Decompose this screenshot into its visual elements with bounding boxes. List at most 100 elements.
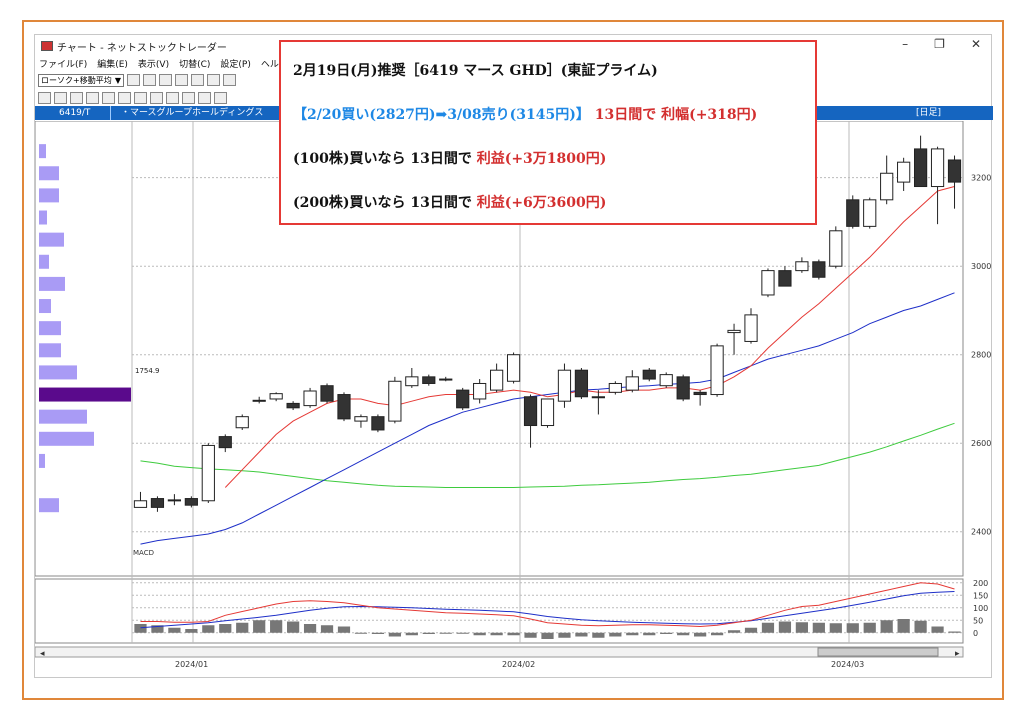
macd-histogram-bar [507, 632, 520, 636]
menu-settings[interactable]: 設定(P) [220, 60, 251, 70]
menu-file[interactable]: ファイル(F) [39, 60, 88, 70]
macd-histogram-bar [643, 632, 656, 636]
export-tool-icon[interactable] [207, 74, 220, 86]
candle-down [846, 199, 860, 227]
candle-down [812, 261, 826, 278]
candle-up [880, 172, 894, 201]
candle-down [422, 376, 436, 384]
volume-profile-bar [39, 276, 65, 291]
price-tick-label: 2400 [971, 528, 991, 537]
macd-histogram-bar [710, 632, 724, 636]
candle-up [506, 354, 521, 382]
macd-histogram-bar [185, 629, 198, 633]
menu-view[interactable]: 表示(V) [137, 60, 170, 70]
ma-tool-icon[interactable] [102, 92, 115, 104]
volume-profile-bar [39, 453, 45, 468]
candle-up [761, 270, 775, 296]
candle-up [625, 376, 639, 391]
macd-histogram-bar [456, 632, 469, 634]
menu-switch[interactable]: 切替(C) [179, 60, 211, 70]
candle-down [778, 270, 792, 287]
recommendation-headline: 2月19日(月)推奨［6419 マース GHD］(東証プライム) [293, 63, 658, 79]
company-name: ・マースグループホールディングス [121, 108, 264, 118]
candle-down [337, 394, 351, 420]
macd-histogram-bar [388, 632, 401, 637]
macd-tick-label: 200 [973, 579, 988, 588]
ma-long-line [140, 422, 955, 488]
chart-type-select[interactable]: ローソク+移動平均 ▼ [38, 73, 124, 87]
candle-up [744, 314, 758, 342]
menu-edit[interactable]: 編集(E) [97, 60, 128, 70]
period-label[interactable]: [日足] [915, 108, 941, 118]
link-tool-icon[interactable] [223, 74, 236, 86]
candle-tool-icon[interactable] [127, 74, 140, 86]
print-tool-icon[interactable] [214, 92, 227, 104]
candle-up [133, 500, 148, 508]
candle-up [795, 261, 809, 272]
candle-up [591, 396, 605, 399]
macd-histogram-bar [473, 632, 486, 636]
candle-up [659, 374, 673, 387]
candle-up [201, 444, 215, 502]
candle-up [930, 148, 945, 188]
profit-200-label: (200株)買いなら 13日間で [293, 195, 477, 211]
macd-histogram-bar [337, 626, 351, 633]
profit-100-label: (100株)買いなら 13日間で [293, 151, 477, 167]
title-bar: チャート - ネットストックトレーダー – ❐ ✕ [35, 35, 991, 57]
macd-histogram-bar [863, 622, 876, 633]
scrollbar-thumb [817, 647, 939, 657]
candle-down [523, 396, 538, 427]
macd-histogram-bar [761, 622, 775, 633]
macd-tick-label: 100 [973, 604, 988, 613]
line-tool-icon[interactable] [159, 74, 172, 86]
date-tick-label: 2024/02 [502, 660, 535, 669]
close-button[interactable]: ✕ [970, 37, 981, 51]
draw-tool-icon[interactable] [166, 92, 179, 104]
macd-histogram-bar [778, 621, 792, 633]
zoom-out-tool-icon[interactable] [70, 92, 83, 104]
bb-tool-icon[interactable] [118, 92, 131, 104]
macd-histogram-bar [303, 624, 317, 633]
mb-tool-icon[interactable] [134, 92, 147, 104]
macd-histogram-bar [914, 620, 927, 633]
macd-histogram-bar [168, 627, 181, 633]
macd-histogram-bar [948, 631, 961, 633]
volume-profile-bar [39, 387, 131, 402]
macd-line [140, 582, 955, 628]
restore-button[interactable]: ❐ [934, 37, 945, 51]
scroll-left-arrow[interactable]: ◂ [40, 649, 45, 659]
price-tick-label: 3000 [971, 262, 991, 271]
bar-tool-icon[interactable] [143, 74, 156, 86]
stock-code: 6419/T [35, 106, 111, 120]
candle-down [693, 391, 707, 396]
scroll-right-arrow[interactable]: ▸ [955, 649, 960, 659]
volume-profile-bar [39, 210, 47, 225]
profit-100-shares: (100株)買いなら 13日間で 利益(+3万1800円) [293, 148, 606, 168]
price-tick-label: 3200 [971, 174, 991, 183]
compare-tool-icon[interactable] [191, 74, 204, 86]
search-icon[interactable] [198, 92, 211, 104]
candle-up [897, 161, 911, 183]
pointer-tool-icon[interactable] [182, 92, 195, 104]
candle-up [303, 390, 317, 407]
macd-panel-frame [35, 578, 964, 644]
indicator-tool-icon[interactable] [175, 74, 188, 86]
minimize-button[interactable]: – [902, 37, 909, 51]
recommendation-box: 2月19日(月)推奨［6419 マース GHD］(東証プライム) 【2/20買い… [279, 40, 817, 225]
macd-histogram-bar [812, 622, 825, 633]
trend-tool-icon[interactable] [150, 92, 163, 104]
macd-histogram-bar [134, 624, 147, 633]
volume-profile-bar [39, 498, 59, 513]
candle-up [863, 199, 877, 227]
macd-histogram-bar [575, 632, 588, 637]
toolbar-2 [35, 90, 227, 106]
macd-histogram-bar [626, 632, 639, 636]
cursor-tool-icon[interactable] [38, 92, 51, 104]
macd-histogram-bar [541, 632, 554, 639]
date-tick-label: 2024/01 [175, 660, 208, 669]
zoom-in-tool-icon[interactable] [54, 92, 67, 104]
grid-tool-icon[interactable] [86, 92, 99, 104]
volume-profile-bar [39, 254, 49, 269]
macd-signal-line [140, 591, 955, 629]
window-title: チャート - ネットストックトレーダー [57, 42, 227, 54]
